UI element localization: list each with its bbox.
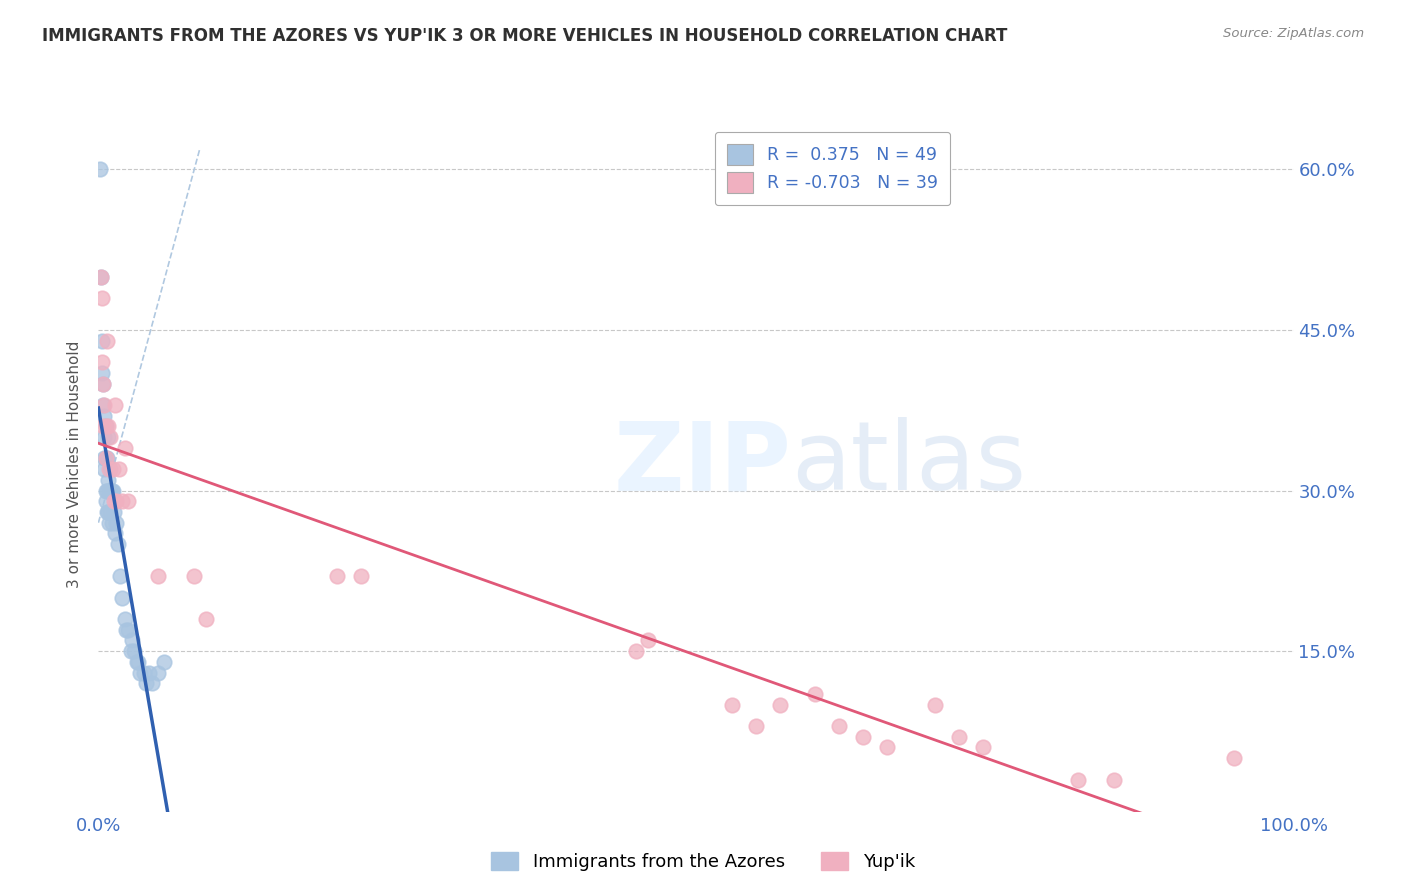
Point: [103, 505, 125, 519]
Text: ZIP: ZIP: [613, 417, 792, 510]
Point: [183, 569, 205, 583]
Point: [111, 494, 134, 508]
Point: [97, 419, 120, 434]
Point: [972, 740, 994, 755]
Point: [94, 419, 117, 434]
Point: [121, 633, 143, 648]
Point: [1104, 772, 1126, 787]
Point: [117, 623, 139, 637]
Point: [852, 730, 875, 744]
Point: [98, 505, 122, 519]
Point: [195, 612, 218, 626]
Point: [91, 376, 114, 391]
Point: [94, 494, 117, 508]
Point: [93, 451, 115, 466]
Point: [111, 591, 134, 605]
Point: [101, 483, 124, 498]
Point: [91, 334, 114, 348]
Point: [745, 719, 768, 733]
Point: [97, 473, 120, 487]
Point: [93, 409, 115, 423]
Text: Source: ZipAtlas.com: Source: ZipAtlas.com: [1223, 27, 1364, 40]
Point: [91, 355, 114, 369]
Point: [132, 665, 155, 680]
Point: [114, 441, 136, 455]
Point: [876, 740, 898, 755]
Point: [91, 419, 114, 434]
Point: [107, 462, 129, 476]
Point: [721, 698, 744, 712]
Point: [101, 462, 124, 476]
Point: [948, 730, 970, 744]
Point: [768, 698, 790, 712]
Point: [1223, 751, 1246, 765]
Point: [91, 376, 114, 391]
Point: [326, 569, 349, 583]
Point: [125, 655, 148, 669]
Y-axis label: 3 or more Vehicles in Household: 3 or more Vehicles in Household: [67, 340, 83, 588]
Point: [98, 516, 121, 530]
Point: [107, 537, 129, 551]
Point: [96, 451, 118, 466]
Point: [93, 398, 115, 412]
Point: [120, 644, 142, 658]
Point: [105, 516, 128, 530]
Point: [97, 505, 120, 519]
Point: [103, 494, 125, 508]
Point: [117, 494, 139, 508]
Point: [93, 430, 115, 444]
Point: [924, 698, 946, 712]
Point: [91, 291, 114, 305]
Point: [127, 655, 149, 669]
Point: [96, 334, 118, 348]
Point: [114, 612, 136, 626]
Point: [96, 505, 118, 519]
Point: [98, 462, 121, 476]
Point: [97, 430, 120, 444]
Point: [108, 569, 131, 583]
Point: [105, 494, 128, 508]
Point: [100, 483, 122, 498]
Point: [153, 655, 176, 669]
Point: [124, 644, 146, 658]
Point: [89, 162, 111, 177]
Point: [93, 462, 115, 476]
Point: [129, 665, 152, 680]
Point: [626, 644, 648, 658]
Point: [141, 676, 163, 690]
Point: [104, 526, 127, 541]
Point: [94, 451, 117, 466]
Point: [98, 430, 122, 444]
Point: [96, 483, 118, 498]
Point: [148, 569, 170, 583]
Point: [98, 483, 121, 498]
Point: [91, 366, 114, 380]
Point: [100, 516, 122, 530]
Point: [148, 665, 170, 680]
Text: atlas: atlas: [792, 417, 1026, 510]
Point: [90, 269, 112, 284]
Point: [98, 462, 122, 476]
Point: [98, 483, 122, 498]
Legend: R =  0.375   N = 49, R = -0.703   N = 39: R = 0.375 N = 49, R = -0.703 N = 39: [716, 132, 950, 205]
Point: [637, 633, 659, 648]
Text: IMMIGRANTS FROM THE AZORES VS YUP'IK 3 OR MORE VEHICLES IN HOUSEHOLD CORRELATION: IMMIGRANTS FROM THE AZORES VS YUP'IK 3 O…: [42, 27, 1008, 45]
Point: [90, 269, 112, 284]
Point: [135, 676, 157, 690]
Point: [115, 623, 138, 637]
Point: [1067, 772, 1090, 787]
Point: [94, 451, 117, 466]
Point: [804, 687, 827, 701]
Point: [94, 483, 117, 498]
Point: [94, 419, 117, 434]
Point: [104, 398, 127, 412]
Point: [91, 398, 114, 412]
Point: [138, 665, 160, 680]
Legend: Immigrants from the Azores, Yup'ik: Immigrants from the Azores, Yup'ik: [484, 845, 922, 879]
Point: [350, 569, 373, 583]
Point: [828, 719, 851, 733]
